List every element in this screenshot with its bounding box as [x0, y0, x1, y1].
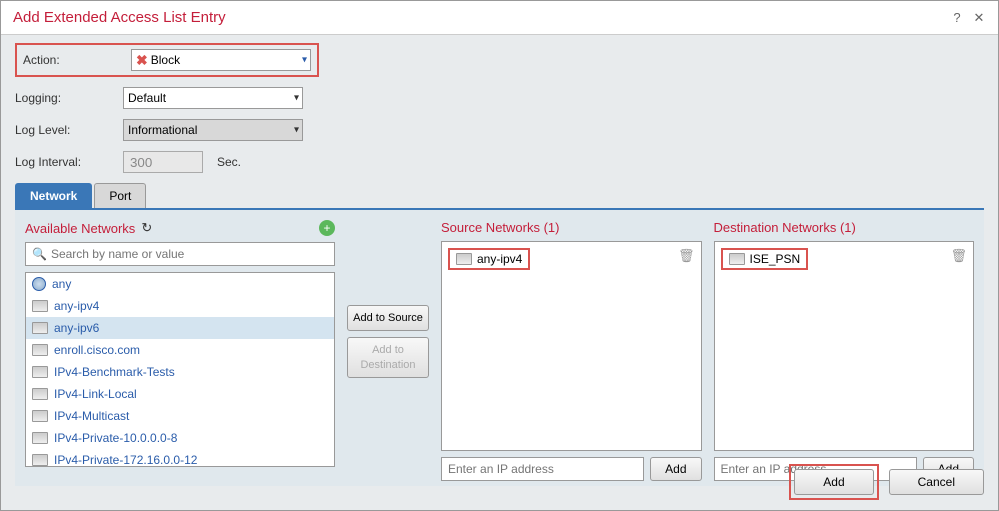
logging-dropdown[interactable]: Default ▾: [123, 87, 303, 109]
help-icon[interactable]: ?: [950, 11, 964, 25]
sec-label: Sec.: [217, 155, 241, 169]
action-dropdown[interactable]: ✖ Block ▾: [131, 49, 311, 71]
search-input[interactable]: [51, 247, 328, 261]
source-list: any-ipv4 🗑: [441, 241, 702, 451]
delete-icon[interactable]: 🗑: [678, 248, 695, 264]
network-icon: [32, 300, 48, 312]
destination-networks-panel: Destination Networks (1) ISE_PSN 🗑 Add: [714, 220, 975, 476]
available-header: Available Networks ↻ +: [25, 220, 335, 236]
list-item[interactable]: IPv4-Multicast: [26, 405, 334, 427]
action-row-highlight: Action: ✖ Block ▾: [15, 43, 319, 77]
destination-header: Destination Networks (1): [714, 220, 975, 235]
tab-panel: Available Networks ↻ + 🔍 any any-ipv4 an…: [15, 208, 984, 486]
destination-item-highlight: ISE_PSN: [721, 248, 809, 270]
list-item[interactable]: IPv4-Link-Local: [26, 383, 334, 405]
network-icon: [32, 344, 48, 356]
network-icon: [729, 253, 745, 265]
list-item[interactable]: enroll.cisco.com: [26, 339, 334, 361]
block-x-icon: ✖: [136, 52, 148, 69]
globe-icon: [32, 277, 46, 291]
network-icon: [32, 322, 48, 334]
title-icons: ? ✕: [950, 11, 986, 25]
content: Action: ✖ Block ▾ Logging: Default ▾ Log…: [1, 35, 998, 494]
logging-value: Default: [128, 91, 166, 105]
loglevel-label: Log Level:: [15, 123, 115, 137]
network-icon: [32, 454, 48, 466]
tabs: Network Port: [15, 183, 984, 208]
transfer-buttons-panel: Add to Source Add to Destination: [347, 220, 429, 476]
source-item-highlight: any-ipv4: [448, 248, 530, 270]
source-networks-panel: Source Networks (1) any-ipv4 🗑 Add: [441, 220, 702, 476]
tab-port[interactable]: Port: [94, 183, 146, 208]
available-networks-panel: Available Networks ↻ + 🔍 any any-ipv4 an…: [25, 220, 335, 476]
cancel-button[interactable]: Cancel: [889, 469, 984, 495]
loglevel-dropdown: Informational ▾: [123, 119, 303, 141]
source-ip-row: Add: [441, 457, 702, 481]
close-icon[interactable]: ✕: [972, 11, 986, 25]
dialog-title: Add Extended Access List Entry: [13, 9, 950, 26]
tab-network[interactable]: Network: [15, 183, 92, 208]
add-to-destination-button: Add to Destination: [347, 337, 429, 378]
loginterval-label: Log Interval:: [15, 155, 115, 169]
list-item[interactable]: any-ipv4: [26, 295, 334, 317]
refresh-icon[interactable]: ↻: [141, 220, 152, 236]
titlebar: Add Extended Access List Entry ? ✕: [1, 1, 998, 35]
network-icon: [32, 366, 48, 378]
available-header-text: Available Networks: [25, 221, 135, 236]
loginterval-row: Log Interval: Sec.: [15, 151, 984, 173]
network-icon: [456, 253, 472, 265]
list-item[interactable]: IPv4-Benchmark-Tests: [26, 361, 334, 383]
logging-row: Logging: Default ▾: [15, 87, 984, 109]
loglevel-value: Informational: [128, 123, 197, 137]
add-button[interactable]: Add: [794, 469, 873, 495]
add-to-source-button[interactable]: Add to Source: [347, 305, 429, 331]
add-button-highlight: Add: [789, 464, 878, 500]
destination-list: ISE_PSN 🗑: [714, 241, 975, 451]
add-network-icon[interactable]: +: [319, 220, 335, 236]
source-item[interactable]: any-ipv4: [446, 246, 697, 272]
source-header: Source Networks (1): [441, 220, 702, 235]
source-ip-input[interactable]: [441, 457, 644, 481]
action-value: Block: [151, 53, 180, 67]
list-item[interactable]: IPv4-Private-10.0.0.0-8: [26, 427, 334, 449]
delete-icon[interactable]: 🗑: [950, 248, 967, 264]
search-icon: 🔍: [32, 247, 47, 261]
dialog-footer: Add Cancel: [789, 464, 984, 500]
loginterval-input: [123, 151, 203, 173]
chevron-down-icon[interactable]: ▾: [294, 93, 299, 104]
logging-label: Logging:: [15, 91, 115, 105]
list-item[interactable]: any-ipv6: [26, 317, 334, 339]
source-item-label: any-ipv4: [477, 252, 522, 266]
search-box[interactable]: 🔍: [25, 242, 335, 266]
destination-item[interactable]: ISE_PSN: [719, 246, 970, 272]
network-icon: [32, 388, 48, 400]
network-icon: [32, 432, 48, 444]
destination-item-label: ISE_PSN: [750, 252, 801, 266]
list-item[interactable]: IPv4-Private-172.16.0.0-12: [26, 449, 334, 467]
source-add-button[interactable]: Add: [650, 457, 701, 481]
network-icon: [32, 410, 48, 422]
dialog: Add Extended Access List Entry ? ✕ Actio…: [0, 0, 999, 511]
chevron-down-icon[interactable]: ▾: [302, 55, 307, 66]
loglevel-row: Log Level: Informational ▾: [15, 119, 984, 141]
available-list[interactable]: any any-ipv4 any-ipv6 enroll.cisco.com I…: [25, 272, 335, 467]
list-item[interactable]: any: [26, 273, 334, 295]
chevron-down-icon: ▾: [294, 125, 299, 136]
action-label: Action:: [23, 53, 123, 67]
